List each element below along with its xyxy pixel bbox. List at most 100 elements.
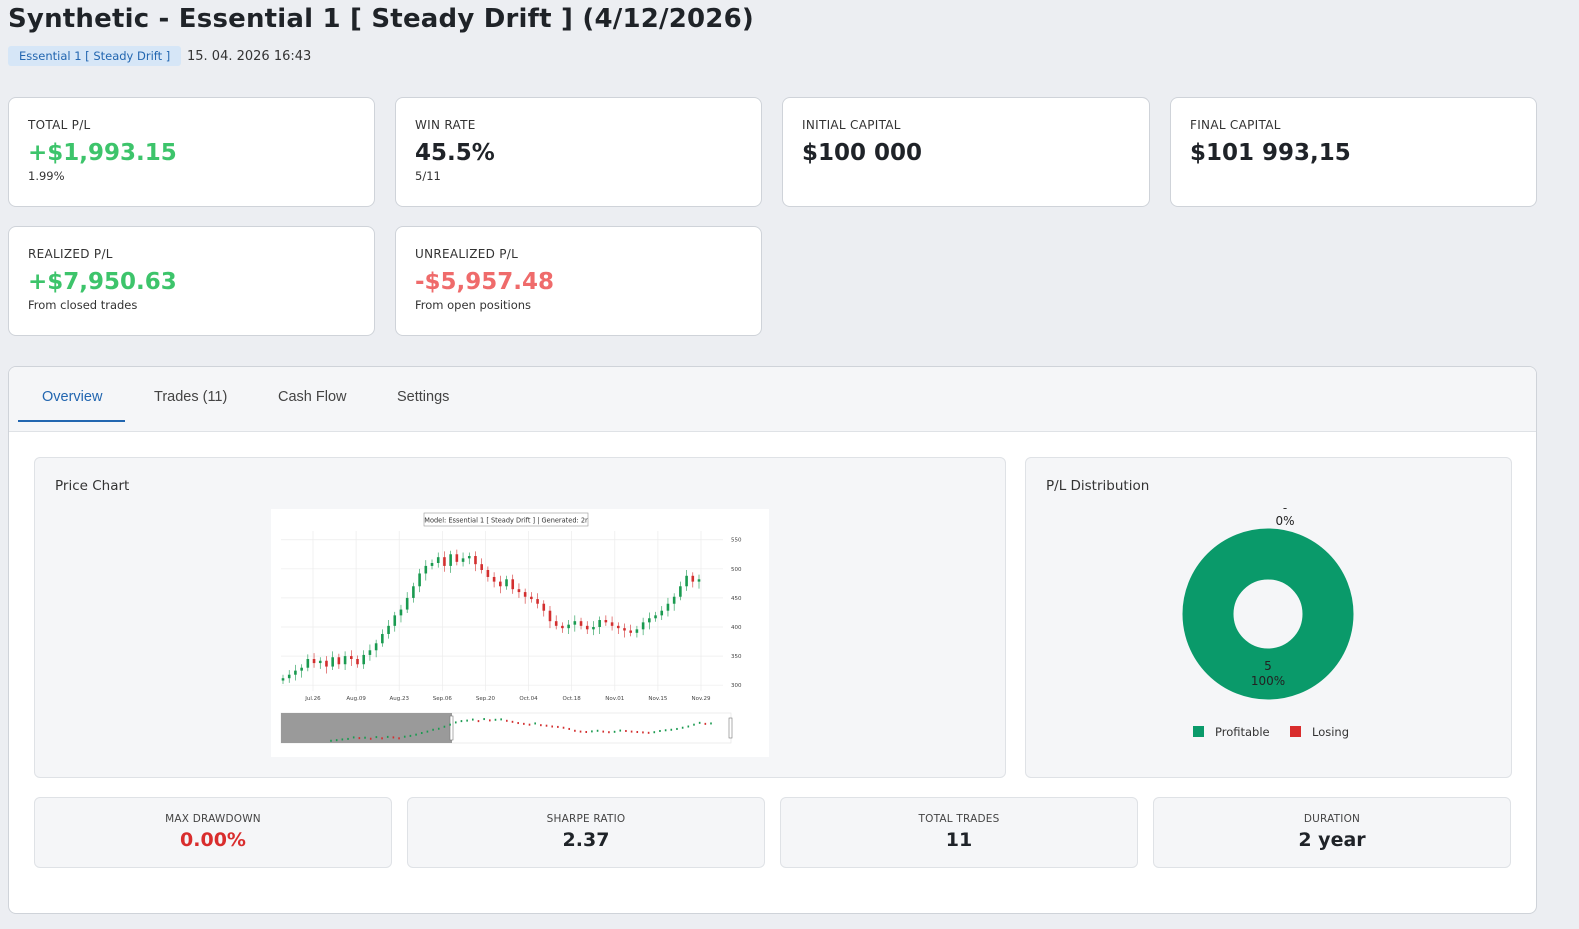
card-label: REALIZED P/L [28,247,113,261]
stat-label: TOTAL TRADES [918,813,1000,825]
x-tick-label: Jul.26 [304,696,321,702]
candle-body [679,586,682,597]
navigator-candle [698,721,701,724]
candle-body [399,609,403,616]
navigator-candle [579,730,582,733]
candle-body [579,621,583,626]
navigator-candle [664,729,667,732]
candles-group [281,549,701,685]
stat-value: 11 [945,829,973,851]
x-tick-label: Nov.15 [648,696,668,702]
candle-body [287,674,291,679]
navigator-candle [432,728,434,731]
card-subtext: From closed trades [28,298,138,312]
candle-body [492,576,496,582]
candle-body [281,678,285,681]
navigator-candle [471,718,474,721]
tab-cash-flow[interactable]: Cash Flow [278,389,347,405]
candle-body [455,554,459,562]
candlestick-chart[interactable]: Model: Essential 1 [ Steady Drift ] | Ge… [271,509,769,757]
candle-body [480,564,483,570]
chart-caption: Model: Essential 1 [ Steady Drift ] | Ge… [424,517,588,525]
navigator-candle [659,729,661,732]
candle-body [554,621,558,626]
navigator-candle [460,720,463,723]
candle-body [517,589,521,593]
candle-body [691,575,695,582]
initial-capital-card: INITIAL CAPITAL $100 000 [782,97,1150,207]
candle-body [405,597,409,610]
price-chart-title: Price Chart [55,478,130,494]
card-subtext: 1.99% [28,169,65,183]
navigator-candle [483,718,485,721]
candle-body [374,643,378,651]
card-value: +$1,993.15 [28,140,177,166]
candle-body [312,659,316,664]
y-tick-label: 300 [731,683,742,689]
navigator-candle [494,718,497,721]
legend-losing[interactable]: Losing [1290,725,1349,739]
candle-body [461,558,465,562]
model-badge[interactable]: Essential 1 [ Steady Drift ] [8,46,182,66]
navigator-handle-left [449,715,454,741]
navigator-candle [330,739,332,742]
candle-body [573,621,577,625]
navigator-candle [534,722,536,725]
candle-body [412,586,415,598]
navigator-candle [681,726,684,729]
price-chart-image[interactable]: Model: Essential 1 [ Steady Drift ] | Ge… [271,509,769,757]
navigator-candle [562,726,565,729]
navigator-candle [647,731,650,734]
legend-profitable[interactable]: Profitable [1193,725,1270,739]
navigator-candle [551,725,553,728]
candle-body [486,569,490,577]
donut-top-pct: 0% [1275,514,1294,528]
navigator-candle [381,737,383,740]
navigator-candle [540,724,542,727]
navigator-candle [693,723,695,726]
tab-trades[interactable]: Trades (11) [154,389,228,405]
pl-donut-chart[interactable]: - 0% 5 100% [1026,458,1513,779]
candle-body [368,650,372,655]
candle-body [536,599,539,604]
navigator-candle [642,731,644,734]
candle-body [604,620,608,623]
candle-body [610,622,614,626]
active-tab-indicator [18,420,125,422]
navigator-candle [449,723,451,726]
navigator-candle [409,734,412,737]
candle-body [294,670,297,675]
card-label: UNREALIZED P/L [415,247,519,261]
max-drawdown-stat: MAX DRAWDOWN 0.00% [34,797,392,868]
stat-label: MAX DRAWDOWN [165,813,261,825]
navigator-candle [347,737,349,740]
navigator-candle [608,731,610,734]
navigator-mask [281,713,452,743]
candle-body [449,554,452,566]
tab-settings[interactable]: Settings [397,389,450,405]
navigator-candle [477,720,480,723]
x-tick-labels: Jul.26 Aug.09 Aug.23 Sep.06 Sep.20 Oct.04 Oct.… [304,696,711,702]
candle-body [343,656,347,665]
navigator-candle [511,720,514,723]
navigator-candle [687,725,690,728]
x-tick-label: Oct.18 [563,696,582,702]
candle-body [592,627,595,630]
candle-body [548,610,552,622]
tab-overview[interactable]: Overview [42,389,103,405]
candle-body [672,596,676,604]
card-value: 45.5% [415,140,495,166]
final-capital-card: FINAL CAPITAL $101 993,15 [1170,97,1537,207]
donut-profitable-slice [1182,528,1354,700]
candle-body [349,656,353,659]
navigator-candle [704,722,707,725]
navigator-candle [437,727,440,730]
navigator-candle [670,728,673,731]
candle-body [356,659,359,665]
card-label: TOTAL P/L [28,118,91,132]
legend-label: Profitable [1215,725,1270,739]
candle-body [641,622,645,630]
navigator-candle [443,725,446,728]
navigator-candle [506,719,508,722]
legend-swatch-profitable [1193,726,1204,737]
